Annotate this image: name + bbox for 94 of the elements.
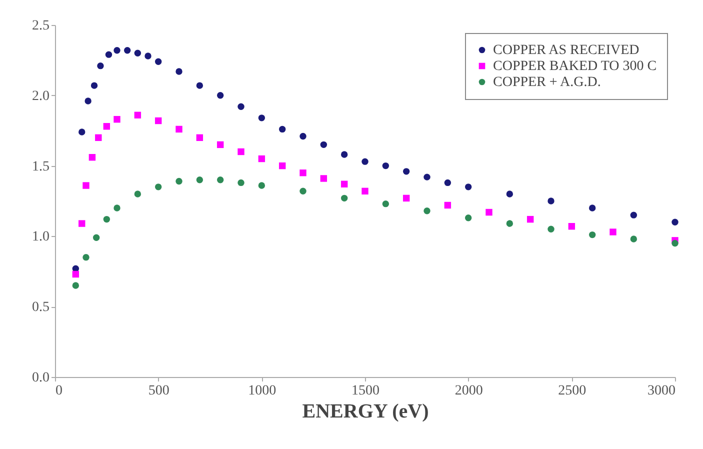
point	[176, 178, 182, 185]
point	[124, 46, 131, 54]
point	[154, 117, 162, 124]
point	[238, 148, 244, 156]
point	[464, 184, 472, 190]
point	[78, 220, 86, 227]
point	[114, 204, 120, 212]
point	[134, 50, 142, 57]
x-tick-label: 2000	[454, 384, 483, 398]
point	[610, 228, 616, 236]
point	[196, 134, 204, 141]
point	[424, 174, 430, 180]
point	[176, 126, 182, 133]
point	[340, 180, 348, 188]
point	[320, 175, 328, 182]
point	[196, 176, 204, 184]
legend-label: COPPER AS RECEIVED	[493, 43, 640, 58]
point	[216, 141, 224, 148]
x-tick-label: 3000	[648, 384, 676, 398]
point	[92, 234, 100, 241]
y-tick-label: 1.5	[32, 159, 50, 174]
y-tick-label: 0.0	[32, 370, 50, 386]
point	[216, 92, 224, 99]
point	[103, 123, 110, 130]
point	[258, 114, 266, 122]
point	[526, 216, 534, 223]
point	[154, 184, 162, 190]
point	[424, 208, 430, 214]
point	[196, 82, 204, 89]
point	[486, 208, 492, 216]
point	[114, 46, 120, 54]
point	[402, 194, 410, 202]
point	[103, 216, 110, 223]
y-tick-label: 2.0	[32, 88, 50, 104]
point	[588, 231, 596, 238]
point	[72, 270, 80, 278]
legend-label: COPPER + A.G.D.	[493, 75, 601, 90]
point	[300, 188, 306, 194]
x-tick-label: 2500	[558, 384, 586, 398]
legend-label: COPPER BAKED TO 300 C	[493, 59, 657, 74]
point	[88, 154, 96, 161]
point	[97, 62, 104, 70]
point	[506, 220, 514, 227]
point	[630, 212, 638, 218]
point	[630, 236, 638, 242]
point	[402, 168, 410, 175]
point	[134, 112, 142, 118]
point	[134, 190, 142, 198]
y-tick-label: 1.0	[32, 230, 50, 245]
point	[72, 282, 80, 289]
point	[588, 204, 596, 212]
y-tick-label: 2.5	[32, 18, 50, 34]
point	[362, 158, 368, 165]
x-tick-label: 500	[148, 384, 170, 398]
point	[90, 82, 98, 89]
point	[300, 169, 306, 176]
point	[362, 188, 368, 194]
x-axis-title: ENERGY (eV)	[302, 400, 429, 422]
point	[78, 128, 86, 136]
y-tick-label: 0.5	[32, 300, 50, 316]
point	[82, 254, 90, 261]
point	[278, 162, 286, 170]
point	[82, 182, 90, 189]
point	[548, 226, 554, 233]
point	[548, 198, 554, 204]
point	[154, 58, 162, 65]
point	[84, 98, 92, 104]
point	[672, 240, 678, 247]
point	[238, 179, 244, 186]
point	[382, 200, 390, 208]
x-tick-label: 0	[56, 384, 62, 398]
point	[114, 116, 120, 123]
point	[216, 176, 224, 184]
point	[144, 52, 152, 60]
x-tick-label: 1000	[248, 384, 276, 398]
point	[506, 190, 514, 198]
point	[382, 162, 390, 170]
point	[176, 68, 182, 75]
point	[568, 222, 576, 230]
point	[340, 194, 348, 202]
point	[672, 218, 678, 226]
point	[444, 179, 452, 186]
point	[258, 155, 266, 162]
x-tick-label: 1500	[352, 384, 380, 398]
point	[258, 182, 266, 189]
point	[238, 103, 244, 110]
point	[105, 51, 112, 58]
point	[95, 134, 102, 141]
point	[300, 132, 306, 140]
point	[444, 202, 452, 209]
point	[320, 141, 328, 148]
point	[464, 214, 472, 222]
point	[340, 151, 348, 158]
point	[278, 126, 286, 133]
